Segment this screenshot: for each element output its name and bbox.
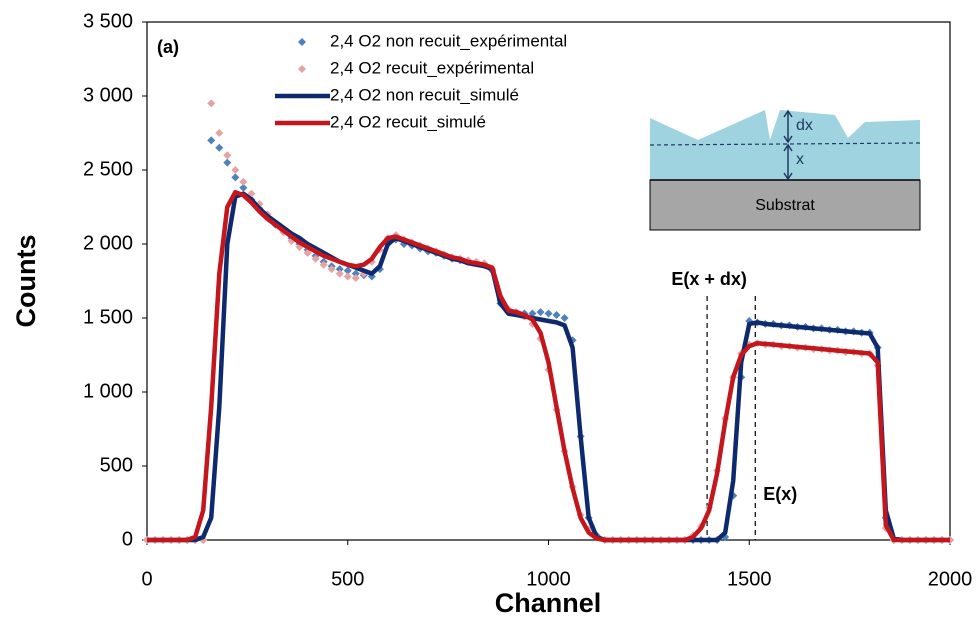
data-point [223,151,232,160]
y-tick-label: 3 000 [83,84,133,106]
y-tick-label: 0 [122,528,133,550]
data-point [536,308,545,317]
data-point [544,309,553,318]
panel-label: (a) [157,37,179,57]
y-tick-label: 1 000 [83,380,133,402]
y-tick-label: 2 000 [83,232,133,254]
data-point [343,266,352,275]
y-axis-title: Counts [11,235,41,328]
inset-dx-label: dx [796,117,813,134]
data-point [207,136,216,145]
series-line [147,189,950,543]
x-tick-label: 2000 [928,568,973,590]
data-point [351,274,360,283]
data-point [351,269,360,278]
series-line [147,191,950,543]
y-tick-label: 1 500 [83,306,133,328]
x-tick-label: 0 [141,568,152,590]
x-tick-label: 500 [331,568,364,590]
data-point [343,272,352,281]
data-point [239,183,248,192]
data-point [327,265,336,274]
y-tick-label: 3 500 [83,10,133,32]
x-axis-title: Channel [495,588,602,618]
plot-frame [146,21,951,541]
inset-substrate [649,179,921,231]
inset-dx-heads [783,109,793,144]
inset-x-heads [783,143,793,181]
y-tick-label: 500 [100,454,133,476]
inset-layer [650,110,920,180]
data-point [239,177,248,186]
legend-label: 2,4 O2 non recuit_simulé [330,85,519,104]
x-tick-label: 1500 [727,568,772,590]
legend-label: 2,4 O2 recuit_expérimental [330,58,534,77]
data-point [319,260,328,269]
legend-marker [298,65,306,73]
inset-substrate-label: Substrat [755,197,815,214]
data-point [231,173,240,182]
annotation-label: E(x) [763,484,797,504]
legend-label: 2,4 O2 non recuit_expérimental [330,31,567,50]
data-point [335,265,344,274]
annotation-label: E(x + dx) [671,269,747,289]
data-point [311,254,320,263]
x-tick-label: 1000 [526,568,571,590]
data-point [207,99,216,108]
data-point [303,248,312,257]
inset: dx x Substrat [649,109,921,231]
data-point [223,158,232,167]
data-point [552,311,561,320]
data-point [231,166,240,174]
legend-marker [298,38,306,46]
data-point [215,143,224,152]
data-point [215,129,224,137]
y-tick-label: 2 500 [83,158,133,180]
data-point [335,269,344,278]
inset-mean-line [649,142,921,146]
inset-x-label: x [796,151,804,168]
legend-label: 2,4 O2 recuit_simulé [330,112,486,131]
data-point [560,314,569,322]
